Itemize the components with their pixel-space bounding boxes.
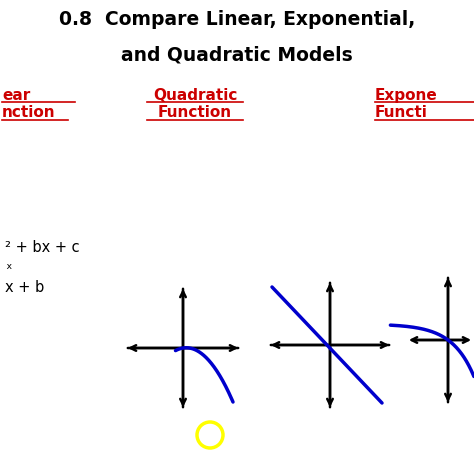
Text: ² + bx + c: ² + bx + c <box>5 240 80 255</box>
Text: Expone
Functi: Expone Functi <box>375 88 438 120</box>
Text: x + b: x + b <box>5 280 44 295</box>
Text: ˣ: ˣ <box>5 262 11 277</box>
Text: 0.8  Compare Linear, Exponential,: 0.8 Compare Linear, Exponential, <box>59 10 415 29</box>
Text: and Quadratic Models: and Quadratic Models <box>121 45 353 64</box>
Text: Quadratic
Function: Quadratic Function <box>153 88 237 120</box>
Text: ear
nction: ear nction <box>2 88 55 120</box>
